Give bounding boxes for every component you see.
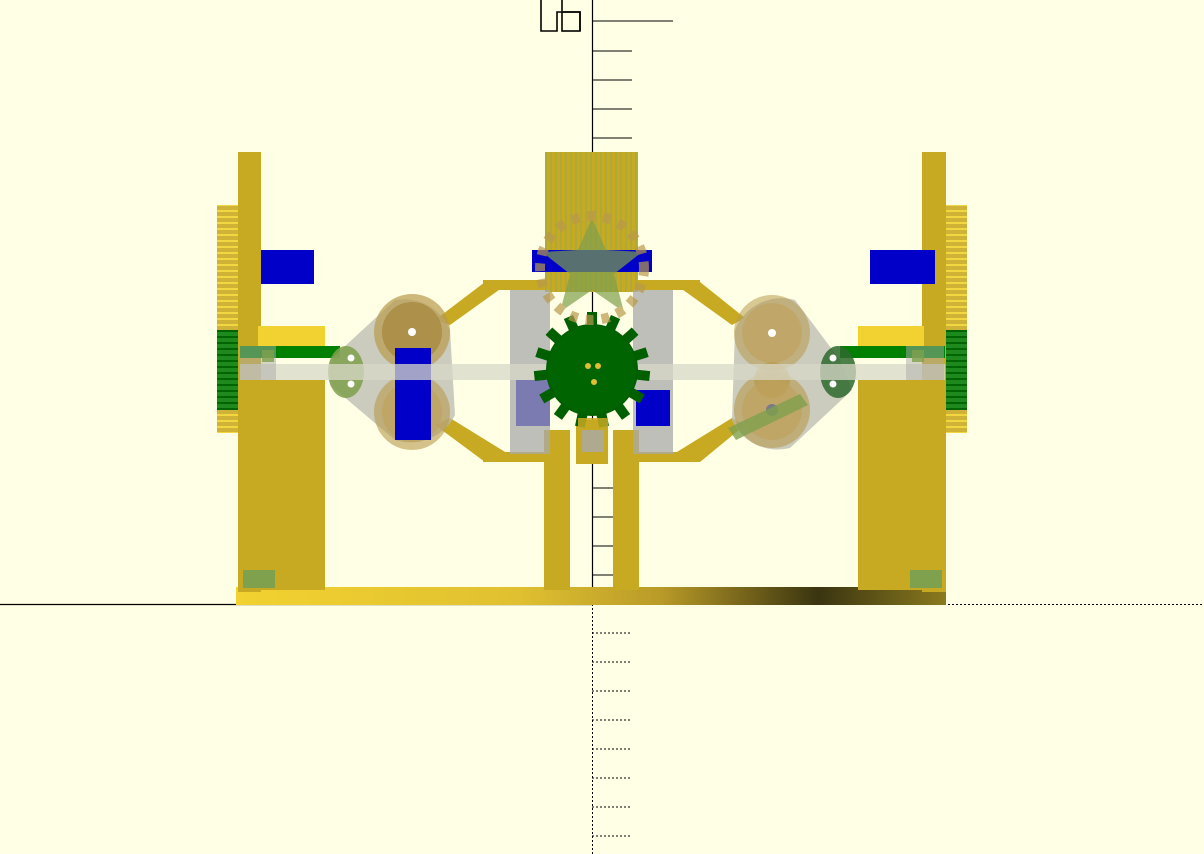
axis-scale-label xyxy=(540,0,581,32)
left-tower xyxy=(217,152,340,592)
right-foot-pad xyxy=(910,570,942,588)
servo-left-top xyxy=(261,250,314,284)
strut-right-lower xyxy=(672,418,745,462)
axis-scale-label-text: 50 xyxy=(0,0,2,1)
left-gear-pod xyxy=(328,294,455,450)
gear-top-translucent xyxy=(535,211,649,325)
gear-center-green xyxy=(533,312,651,428)
center-leg-right xyxy=(613,430,639,590)
right-link-arm xyxy=(728,394,808,440)
right-tower xyxy=(840,152,967,592)
center-leg-left xyxy=(544,430,570,590)
servo-center-left-ghost xyxy=(516,380,550,426)
y-axis-ticks-negative xyxy=(592,632,632,837)
strut-right-upper xyxy=(672,282,745,325)
y-axis-ticks xyxy=(592,20,673,576)
left-foot-pad xyxy=(243,570,275,588)
base-plate xyxy=(236,587,946,605)
strut-left-upper xyxy=(435,282,510,325)
servo-left-center xyxy=(395,348,431,440)
right-block xyxy=(858,380,946,590)
strut-left-lower xyxy=(435,418,510,462)
left-block xyxy=(238,380,325,590)
servo-right-top xyxy=(870,250,935,284)
gear-right-upper xyxy=(734,295,810,371)
